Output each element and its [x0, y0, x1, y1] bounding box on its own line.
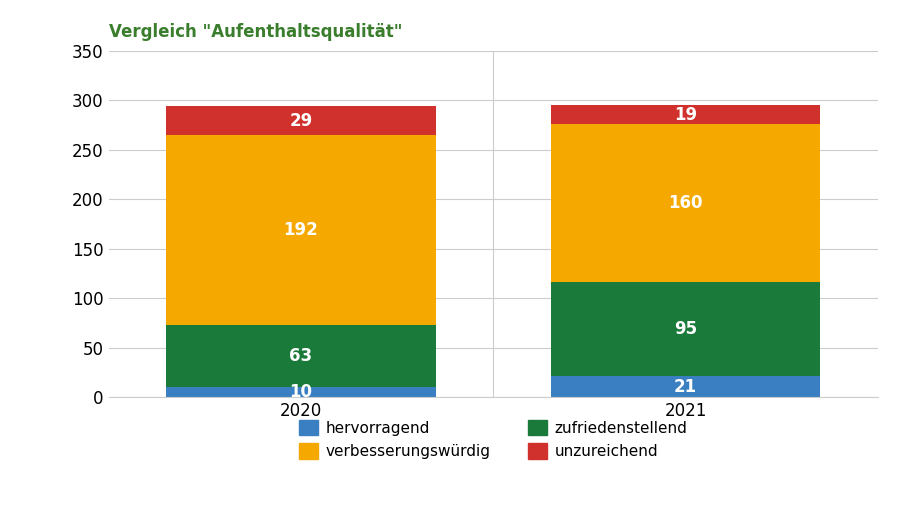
Text: 160: 160 — [668, 194, 703, 212]
Bar — [551, 376, 820, 397]
Bar — [167, 387, 435, 397]
Bar — [551, 105, 820, 124]
Text: 63: 63 — [290, 347, 312, 365]
Bar — [167, 106, 435, 135]
Text: 29: 29 — [290, 111, 312, 130]
Text: 192: 192 — [283, 221, 319, 239]
Text: Vergleich "Aufenthaltsqualität": Vergleich "Aufenthaltsqualität" — [109, 23, 402, 41]
Text: 95: 95 — [674, 320, 697, 338]
Bar — [167, 325, 435, 387]
Bar — [167, 135, 435, 325]
Bar — [551, 282, 820, 376]
Legend: hervorragend, verbesserungswürdig, zufriedenstellend, unzureichend: hervorragend, verbesserungswürdig, zufri… — [293, 414, 693, 466]
Text: 10: 10 — [290, 383, 312, 401]
Bar — [551, 124, 820, 282]
Text: 19: 19 — [674, 106, 697, 124]
Text: 21: 21 — [674, 378, 697, 395]
